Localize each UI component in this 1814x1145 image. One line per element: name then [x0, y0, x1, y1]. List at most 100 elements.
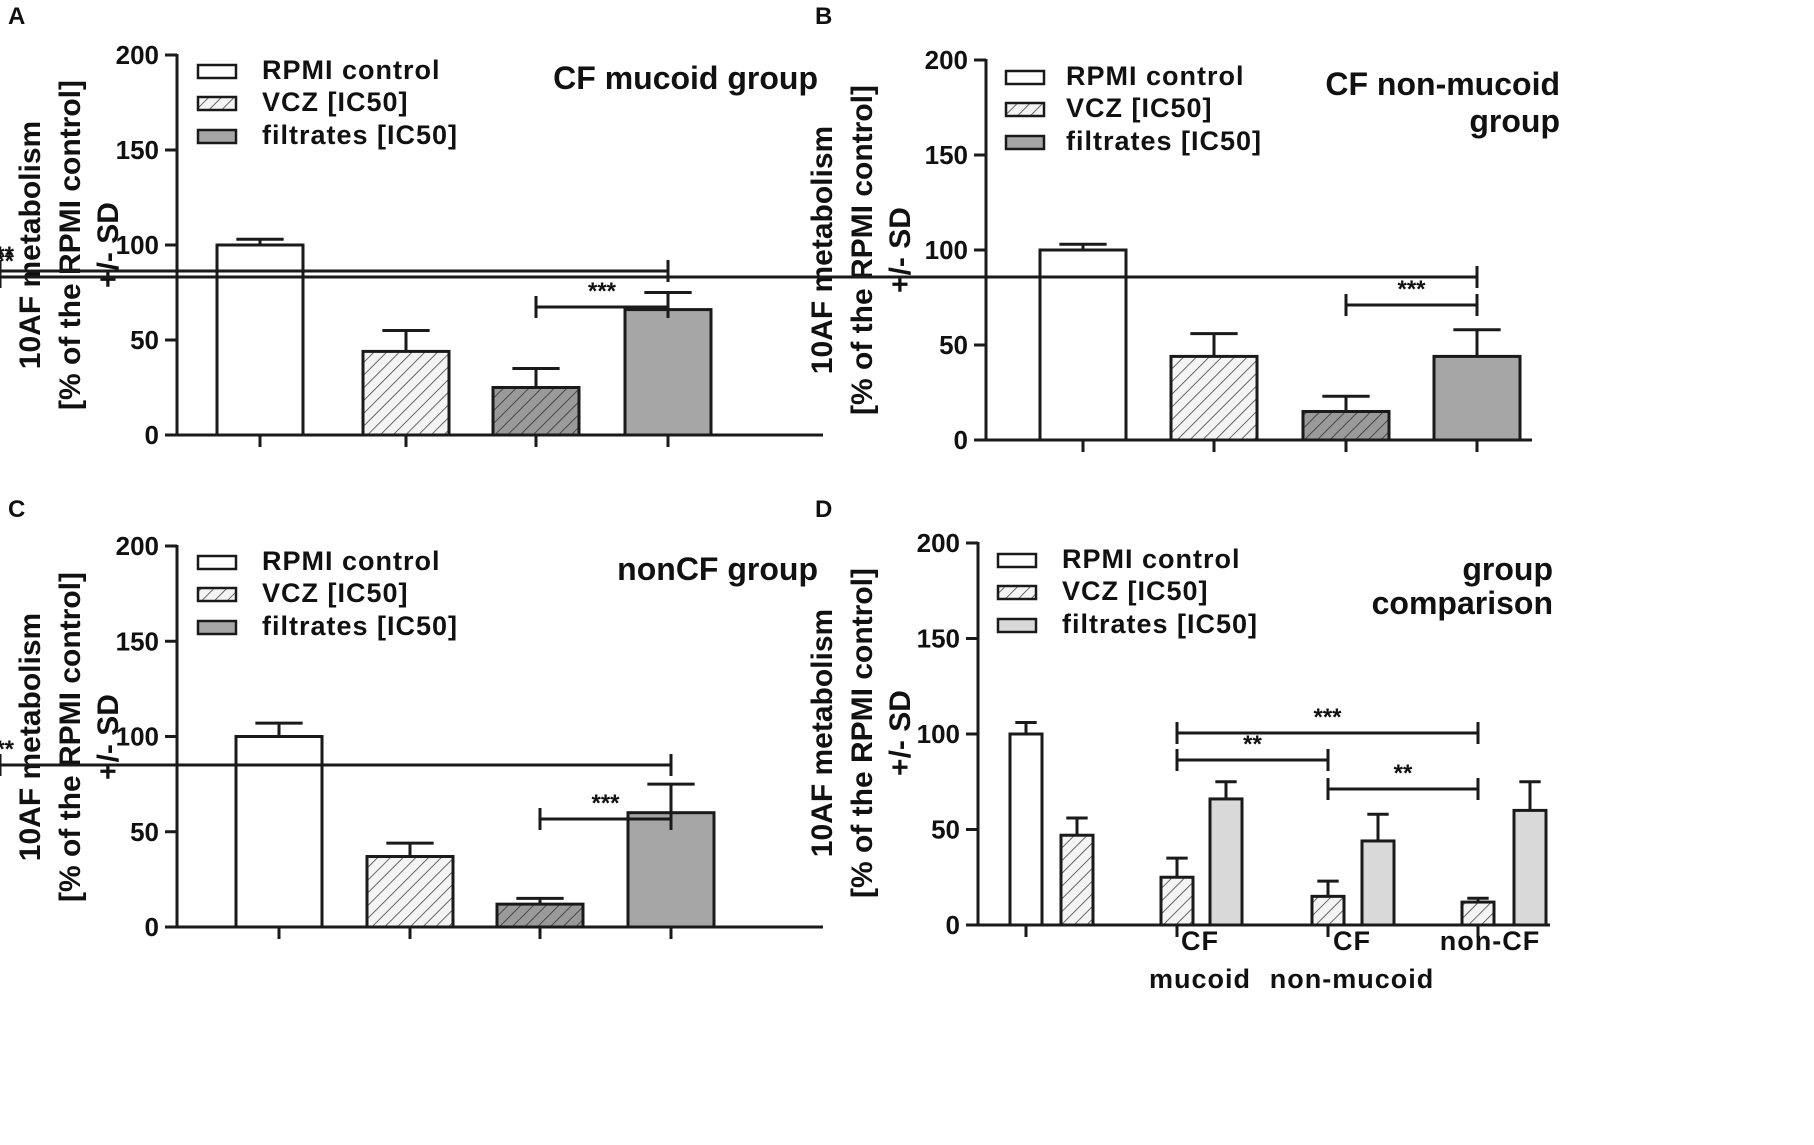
panel-label: C	[8, 496, 25, 523]
y-tick-label: 150	[917, 624, 960, 654]
legend-entry: VCZ [IC50]	[1062, 576, 1209, 606]
legend-entry: VCZ [IC50]	[1066, 93, 1213, 123]
significance-label: **	[1243, 731, 1262, 758]
chart-title: CF mucoid group	[553, 60, 818, 96]
bar	[365, 855, 455, 929]
y-axis-label: +/- SD	[884, 690, 917, 776]
y-axis-label: +/- SD	[92, 694, 125, 780]
x-category-label: mucoid	[1149, 964, 1251, 994]
x-category-label: CF	[1333, 926, 1371, 956]
y-tick-label: 0	[946, 910, 960, 940]
significance-label: ***	[0, 242, 15, 269]
bar	[1169, 354, 1259, 442]
panel-label: B	[815, 3, 832, 30]
y-tick-label: 100	[917, 719, 960, 749]
significance-label: ***	[0, 736, 15, 763]
bar	[495, 902, 585, 929]
y-axis-label: 10AF metabolism	[14, 613, 47, 861]
significance-label: ***	[1313, 704, 1342, 731]
chart-title: group	[1469, 103, 1560, 139]
legend-entry: VCZ [IC50]	[262, 578, 409, 608]
legend-swatch	[196, 128, 238, 145]
bar	[1059, 833, 1095, 927]
y-tick-label: 100	[925, 235, 968, 265]
bar	[234, 735, 324, 929]
legend-swatch	[196, 554, 238, 571]
y-tick-label: 150	[116, 626, 159, 656]
y-tick-label: 200	[925, 45, 968, 75]
legend-entry: RPMI control	[1062, 544, 1241, 574]
y-tick-label: 50	[130, 325, 159, 355]
bar	[1159, 875, 1195, 927]
y-tick-label: 50	[931, 815, 960, 845]
x-category-label: CF	[1181, 926, 1219, 956]
y-tick-label: 200	[917, 528, 960, 558]
y-axis-label: 10AF metabolism	[806, 126, 839, 374]
legend-swatch	[1004, 134, 1046, 151]
bar	[1460, 900, 1496, 927]
bar	[1360, 839, 1396, 927]
x-category-label: non-CF	[1440, 926, 1540, 956]
panel-label: D	[815, 496, 832, 523]
legend-entry: filtrates [IC50]	[262, 120, 458, 150]
y-axis-label: [% of the RPMI control]	[54, 572, 87, 902]
legend-entry: filtrates [IC50]	[262, 611, 458, 641]
chart-panel-c: C 0 50 100 150 200 10AF metabolism [% of the RP…	[0, 496, 823, 942]
bar	[215, 243, 305, 437]
legend-entry: RPMI control	[262, 546, 441, 576]
significance-label: ***	[591, 790, 620, 817]
significance-label: **	[1394, 760, 1413, 787]
chart-panel-d: D 0 50 100 150 200 10AF metabolism [% of the RP…	[806, 496, 1553, 994]
y-tick-label: 50	[939, 330, 968, 360]
x-category-label: non-mucoid	[1270, 964, 1434, 994]
bar	[1512, 808, 1548, 927]
bar	[1301, 410, 1391, 442]
y-tick-label: 0	[145, 420, 159, 450]
bar	[491, 386, 581, 437]
legend-swatch	[196, 95, 238, 112]
y-tick-label: 0	[145, 912, 159, 942]
y-axis-label: 10AF metabolism	[14, 121, 47, 369]
y-axis-label: [% of the RPMI control]	[846, 568, 879, 898]
y-tick-label: 200	[116, 531, 159, 561]
y-tick-label: 150	[116, 135, 159, 165]
bar	[1310, 894, 1346, 927]
chart-title: comparison	[1372, 585, 1553, 621]
y-tick-label: 100	[116, 722, 159, 752]
y-tick-label: 150	[925, 140, 968, 170]
bar	[1038, 248, 1128, 442]
bar	[623, 308, 713, 437]
chart-panel-a: A 0 50 100 150 200 10AF metabolism [% of the RP…	[0, 3, 823, 450]
panel-label: A	[8, 3, 25, 30]
bar	[1208, 797, 1244, 927]
legend-swatch	[196, 63, 238, 80]
y-tick-label: 50	[130, 817, 159, 847]
significance-label: ***	[0, 248, 15, 275]
y-axis-label: 10AF metabolism	[806, 609, 839, 857]
y-tick-label: 200	[116, 40, 159, 70]
significance-label: ***	[1397, 276, 1426, 303]
legend-entry: filtrates [IC50]	[1062, 609, 1258, 639]
bar	[1008, 732, 1044, 927]
chart-title: CF non-mucoid	[1325, 66, 1560, 102]
legend-entry: VCZ [IC50]	[262, 87, 409, 117]
legend-swatch	[996, 584, 1038, 601]
legend-swatch	[996, 617, 1038, 634]
chart-title: nonCF group	[617, 551, 818, 587]
y-axis-label: [% of the RPMI control]	[846, 85, 879, 415]
legend-swatch	[1004, 101, 1046, 118]
legend-swatch	[996, 552, 1038, 569]
y-axis-label: +/- SD	[92, 202, 125, 288]
legend-swatch	[196, 619, 238, 636]
legend-entry: RPMI control	[1066, 61, 1245, 91]
legend-entry: RPMI control	[262, 55, 441, 85]
y-axis-label: +/- SD	[884, 207, 917, 293]
bar	[1432, 354, 1522, 442]
legend-entry: filtrates [IC50]	[1066, 126, 1262, 156]
y-axis-label: [% of the RPMI control]	[54, 80, 87, 410]
y-tick-label: 0	[954, 425, 968, 455]
y-tick-label: 100	[116, 230, 159, 260]
significance-label: ***	[588, 278, 617, 305]
